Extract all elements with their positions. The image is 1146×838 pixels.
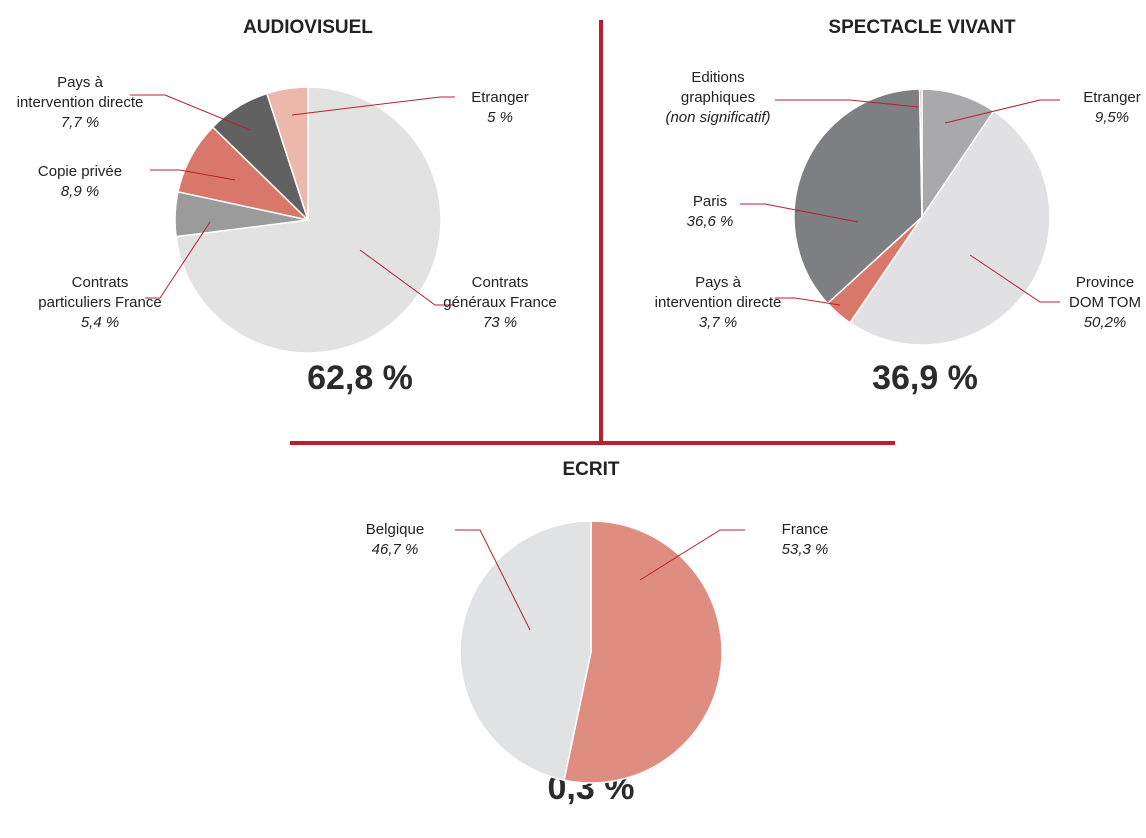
slice-label: Copie privée	[38, 163, 122, 180]
value-label: 3,7 %	[699, 314, 737, 331]
slice-label: Contrats particuliers France	[38, 274, 161, 311]
slice-label: Pays à intervention directe	[17, 74, 144, 111]
value-label: 7,7 %	[61, 114, 99, 131]
pie-slice	[563, 520, 723, 784]
value-label: 5,4 %	[81, 314, 119, 331]
pie-slice	[918, 88, 923, 218]
value-label: 5 %	[487, 109, 513, 126]
slice-label: Editions graphiques	[681, 69, 755, 106]
slice-label: Etranger	[1083, 89, 1141, 106]
pie-slice	[793, 88, 923, 305]
leader-line	[775, 99, 919, 108]
total-label: 36,9 %	[872, 359, 978, 397]
slice-label: Province DOM TOM	[1069, 274, 1141, 311]
value-label: 46,7 %	[372, 541, 419, 558]
value-label: (non significatif)	[665, 109, 770, 126]
value-label: 36,6 %	[687, 213, 734, 230]
leader-line	[969, 254, 1060, 303]
slice-label: Belgique	[366, 521, 424, 538]
chart-title: SPECTACLE VIVANT	[828, 17, 1016, 38]
leader-line	[359, 249, 455, 306]
leader-line	[775, 297, 841, 306]
leader-line	[740, 203, 859, 223]
chart-title: ECRIT	[563, 459, 620, 480]
slice-label: Contrats généraux France	[443, 274, 556, 311]
slice-label: Etranger	[471, 89, 529, 106]
pie-slice	[459, 520, 592, 782]
value-label: 8,9 %	[61, 183, 99, 200]
slice-label: Paris	[693, 193, 727, 210]
pie-slice	[265, 86, 309, 221]
slice-label: Pays à intervention directe	[655, 274, 782, 311]
pie-slice	[848, 109, 1051, 346]
value-label: 53,3 %	[782, 541, 829, 558]
total-label: 62,8 %	[307, 359, 413, 397]
leader-line	[944, 99, 1060, 124]
leader-line	[455, 529, 531, 631]
chart-title: AUDIOVISUEL	[243, 17, 373, 38]
leader-line	[291, 96, 455, 116]
value-label: 73 %	[483, 314, 517, 331]
leader-line	[130, 94, 251, 131]
slice-label: France	[782, 521, 829, 538]
value-label: 9,5%	[1095, 109, 1129, 126]
pie-slice	[921, 88, 995, 220]
value-label: 50,2%	[1084, 314, 1127, 331]
leader-line	[639, 529, 745, 581]
leader-line	[145, 221, 211, 299]
leader-line	[150, 169, 236, 181]
